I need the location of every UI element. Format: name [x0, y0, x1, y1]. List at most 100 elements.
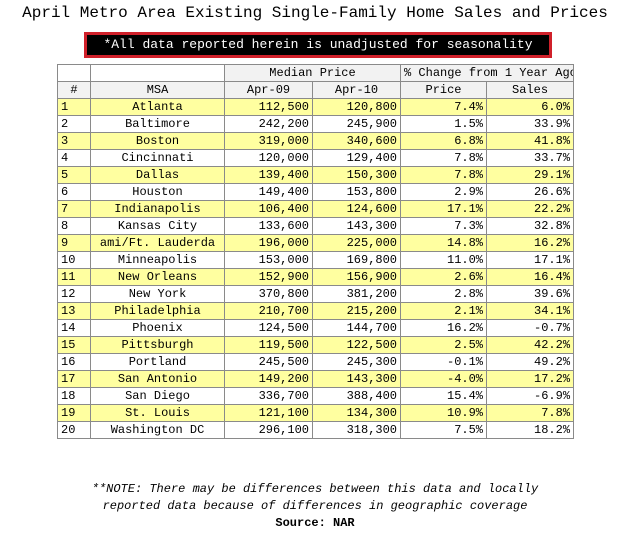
row-number-cell: 8	[57, 217, 91, 235]
apr09-price-cell: 152,900	[224, 268, 313, 286]
msa-cell: Philadelphia	[90, 302, 225, 320]
row-number-cell: 1	[57, 98, 91, 116]
apr09-price-cell: 242,200	[224, 115, 313, 133]
sales-change-cell: 26.6%	[486, 183, 575, 201]
row-number-cell: 5	[57, 166, 91, 184]
msa-cell: Dallas	[90, 166, 225, 184]
msa-cell: Kansas City	[90, 217, 225, 235]
msa-cell: New York	[90, 285, 225, 303]
sales-change-cell: 16.2%	[486, 234, 575, 252]
seasonality-banner: *All data reported herein is unadjusted …	[84, 32, 552, 58]
price-change-cell: 11.0%	[400, 251, 488, 269]
apr09-price-cell: 106,400	[224, 200, 313, 218]
msa-cell: Cincinnati	[90, 149, 225, 167]
apr09-price-cell: 370,800	[224, 285, 313, 303]
column-header-sales: Sales	[486, 81, 575, 99]
header-blank-cell	[57, 64, 91, 82]
apr10-price-cell: 144,700	[311, 319, 402, 337]
price-change-cell: -4.0%	[400, 370, 488, 388]
msa-cell: Washington DC	[90, 421, 225, 439]
apr10-price-cell: 340,600	[311, 132, 402, 150]
apr09-price-cell: 124,500	[224, 319, 313, 337]
column-header-msa: MSA	[90, 81, 225, 99]
price-change-cell: 7.5%	[400, 421, 488, 439]
apr10-price-cell: 150,300	[311, 166, 402, 184]
row-number-cell: 3	[57, 132, 91, 150]
apr10-price-cell: 318,300	[311, 421, 402, 439]
sales-change-cell: 34.1%	[486, 302, 575, 320]
msa-cell: ami/Ft. Lauderda	[90, 234, 225, 252]
sales-change-cell: 49.2%	[486, 353, 575, 371]
price-change-cell: 6.8%	[400, 132, 488, 150]
msa-cell: Pittsburgh	[90, 336, 225, 354]
row-number-cell: 19	[57, 404, 91, 422]
apr10-price-cell: 129,400	[311, 149, 402, 167]
apr09-price-cell: 120,000	[224, 149, 313, 167]
apr10-price-cell: 143,300	[311, 370, 402, 388]
apr09-price-cell: 296,100	[224, 421, 313, 439]
msa-cell: St. Louis	[90, 404, 225, 422]
row-number-cell: 6	[57, 183, 91, 201]
sales-change-cell: 22.2%	[486, 200, 575, 218]
price-change-cell: 2.9%	[400, 183, 488, 201]
apr10-price-cell: 134,300	[311, 404, 402, 422]
sales-change-cell: 18.2%	[486, 421, 575, 439]
msa-cell: Atlanta	[90, 98, 225, 116]
apr10-price-cell: 215,200	[311, 302, 402, 320]
table-row: 15 Pittsburgh 119,500 122,500 2.5% 42.2%	[57, 336, 575, 354]
apr09-price-cell: 210,700	[224, 302, 313, 320]
apr09-price-cell: 336,700	[224, 387, 313, 405]
header-blank-cell	[90, 64, 225, 82]
apr09-price-cell: 121,100	[224, 404, 313, 422]
apr10-price-cell: 156,900	[311, 268, 402, 286]
sales-change-cell: 6.0%	[486, 98, 575, 116]
apr10-price-cell: 124,600	[311, 200, 402, 218]
sales-change-cell: 33.9%	[486, 115, 575, 133]
median-price-header: Median Price	[223, 64, 402, 82]
apr09-price-cell: 149,400	[224, 183, 313, 201]
sales-change-cell: -0.7%	[486, 319, 575, 337]
msa-cell: Minneapolis	[90, 251, 225, 269]
price-change-cell: 10.9%	[400, 404, 488, 422]
sales-change-cell: 42.2%	[486, 336, 575, 354]
sales-change-cell: 41.8%	[486, 132, 575, 150]
table-row: 8 Kansas City 133,600 143,300 7.3% 32.8%	[57, 217, 575, 235]
column-header-num: #	[57, 81, 91, 99]
table-row: 17 San Antonio 149,200 143,300 -4.0% 17.2%	[57, 370, 575, 388]
footnote-line-1: **NOTE: There may be differences between…	[91, 482, 539, 496]
table-row: 3 Boston 319,000 340,600 6.8% 41.8%	[57, 132, 575, 150]
apr09-price-cell: 196,000	[224, 234, 313, 252]
table-row: 4 Cincinnati 120,000 129,400 7.8% 33.7%	[57, 149, 575, 167]
price-change-cell: 14.8%	[400, 234, 488, 252]
row-number-cell: 16	[57, 353, 91, 371]
table-row: 10 Minneapolis 153,000 169,800 11.0% 17.1%	[57, 251, 575, 269]
table-row: 14 Phoenix 124,500 144,700 16.2% -0.7%	[57, 319, 575, 337]
apr09-price-cell: 139,400	[224, 166, 313, 184]
price-change-cell: 16.2%	[400, 319, 488, 337]
table-row: 9 ami/Ft. Lauderda 196,000 225,000 14.8% 16.2…	[57, 234, 575, 252]
price-change-cell: 7.3%	[400, 217, 488, 235]
table-row: 20 Washington DC 296,100 318,300 7.5% 18.2%	[57, 421, 575, 439]
price-change-cell: 2.1%	[400, 302, 488, 320]
table-row: 16 Portland 245,500 245,300 -0.1% 49.2%	[57, 353, 575, 371]
sales-change-cell: 17.1%	[486, 251, 575, 269]
table-row: 7 Indianapolis 106,400 124,600 17.1% 22.2%	[57, 200, 575, 218]
apr09-price-cell: 149,200	[224, 370, 313, 388]
price-change-cell: 2.8%	[400, 285, 488, 303]
apr09-price-cell: 119,500	[224, 336, 313, 354]
row-number-cell: 2	[57, 115, 91, 133]
msa-cell: Portland	[90, 353, 225, 371]
msa-cell: Indianapolis	[90, 200, 225, 218]
price-change-cell: 1.5%	[400, 115, 488, 133]
apr09-price-cell: 112,500	[224, 98, 313, 116]
apr10-price-cell: 153,800	[311, 183, 402, 201]
price-change-cell: 2.6%	[400, 268, 488, 286]
apr10-price-cell: 381,200	[311, 285, 402, 303]
price-change-cell: 17.1%	[400, 200, 488, 218]
table-row: 11 New Orleans 152,900 156,900 2.6% 16.4%	[57, 268, 575, 286]
table-row: 2 Baltimore 242,200 245,900 1.5% 33.9%	[57, 115, 575, 133]
sales-change-cell: 7.8%	[486, 404, 575, 422]
row-number-cell: 20	[57, 421, 91, 439]
footnote-line-2: reported data because of differences in …	[102, 499, 528, 513]
apr09-price-cell: 245,500	[224, 353, 313, 371]
